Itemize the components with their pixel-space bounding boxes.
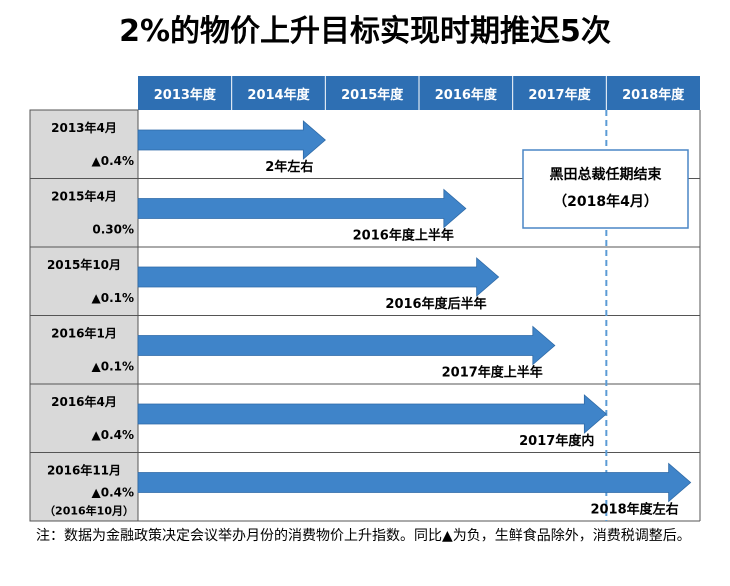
- target-label: 2018年度左右: [590, 502, 678, 518]
- target-label: 2017年度内: [519, 433, 594, 449]
- period-label: 2018年度: [622, 87, 685, 103]
- footnote: 注：数据为金融政策决定会议举办月份的消费物价上升指数。同比▲为负，生鲜食品除外，…: [36, 528, 691, 544]
- row-label-cell: [29, 109, 139, 179]
- row-value: 0.30%: [92, 223, 134, 237]
- target-arrow: [137, 325, 556, 366]
- term-end-date: （2018年4月）: [553, 193, 658, 210]
- row-date: 2016年11月: [47, 463, 121, 478]
- row-date: 2015年10月: [47, 257, 121, 272]
- row-value: ▲0.4%: [91, 428, 134, 442]
- row-value: ▲0.4%: [91, 154, 134, 168]
- target-label: 2016年度后半年: [385, 296, 486, 312]
- row-value: ▲0.1%: [91, 360, 134, 374]
- term-end-label: 黑田总裁任期结束: [550, 166, 663, 183]
- row-value-note: （2016年10月）: [44, 504, 134, 518]
- target-arrow: [137, 257, 500, 297]
- row-date: 2016年4月: [51, 394, 117, 409]
- period-label: 2014年度: [247, 87, 310, 103]
- row-label-cell: [29, 246, 139, 316]
- target-arrow: [137, 188, 467, 229]
- period-label: 2015年度: [341, 87, 404, 103]
- row-date: 2016年1月: [51, 326, 117, 341]
- row-value: ▲0.4%: [91, 486, 134, 500]
- row-value: ▲0.1%: [91, 291, 134, 305]
- target-label: 2年左右: [265, 159, 313, 175]
- row-label-cell: [29, 452, 139, 522]
- target-arrow: [137, 394, 607, 434]
- period-label: 2016年度: [435, 87, 498, 103]
- period-label: 2017年度: [528, 87, 591, 103]
- target-label: 2017年度上半年: [442, 365, 543, 381]
- row-label-cell: [29, 178, 139, 248]
- chart-title: 2%的物价上升目标实现时期推迟5次: [119, 14, 611, 49]
- term-end-callout: [522, 149, 689, 229]
- row-date: 2015年4月: [51, 189, 117, 204]
- row-date: 2013年4月: [51, 120, 117, 135]
- target-arrow: [137, 462, 692, 503]
- period-label: 2013年度: [154, 87, 217, 103]
- target-arrow: [137, 120, 326, 160]
- target-label: 2016年度上半年: [353, 228, 454, 244]
